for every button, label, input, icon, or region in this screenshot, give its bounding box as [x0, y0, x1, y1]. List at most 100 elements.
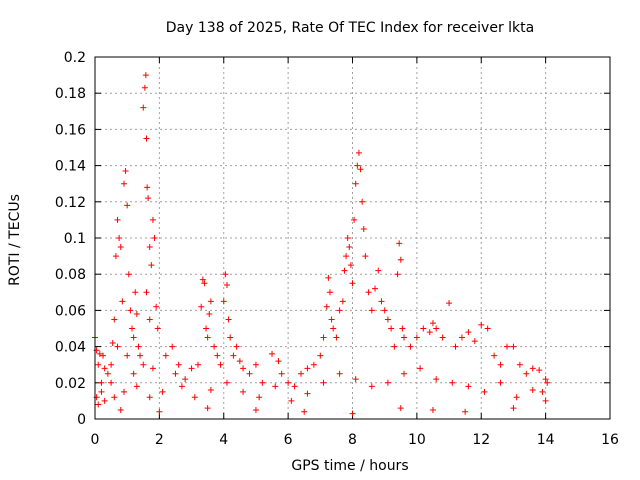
data-point — [372, 285, 379, 292]
data-point — [133, 383, 140, 390]
data-point — [368, 383, 375, 390]
data-point — [195, 361, 201, 368]
x-tick-label: 0 — [91, 432, 100, 448]
data-point — [120, 388, 127, 395]
data-point — [542, 397, 549, 404]
data-point — [130, 334, 137, 341]
data-point — [328, 316, 335, 323]
data-point — [352, 376, 359, 383]
data-point — [98, 379, 105, 386]
data-point — [201, 280, 208, 287]
data-point — [298, 370, 304, 377]
data-point — [354, 162, 361, 169]
data-point — [326, 289, 333, 296]
data-point — [109, 339, 116, 346]
data-point — [288, 397, 295, 404]
data-point — [529, 387, 536, 394]
data-point — [124, 352, 131, 359]
data-point — [225, 316, 232, 323]
data-point — [351, 216, 358, 223]
data-point — [360, 225, 367, 232]
data-point — [96, 350, 103, 357]
data-point — [149, 365, 156, 372]
data-point — [222, 271, 229, 278]
data-point — [95, 361, 102, 368]
data-point — [223, 379, 230, 386]
x-tick-label: 2 — [155, 432, 164, 448]
x-tick-label: 12 — [472, 432, 490, 448]
data-point — [143, 289, 150, 296]
data-point — [397, 405, 404, 412]
data-point — [117, 244, 124, 251]
data-point — [112, 253, 119, 260]
data-point — [116, 235, 123, 241]
data-point — [349, 280, 356, 287]
data-point — [336, 370, 343, 377]
data-point — [240, 388, 247, 395]
data-point — [144, 184, 151, 191]
data-point — [368, 307, 375, 314]
data-point — [330, 325, 337, 332]
data-point — [137, 352, 144, 359]
data-point — [153, 303, 160, 310]
data-point — [352, 180, 359, 187]
data-point — [120, 180, 127, 187]
data-point — [252, 361, 259, 368]
data-point — [504, 343, 510, 350]
data-point — [401, 334, 407, 341]
data-point — [114, 343, 121, 350]
data-point — [301, 408, 308, 415]
data-point — [132, 289, 139, 296]
data-point — [439, 334, 446, 341]
data-point — [491, 352, 498, 359]
data-point — [365, 289, 372, 296]
data-point — [333, 334, 340, 341]
data-point — [420, 325, 427, 332]
data-point — [162, 352, 169, 359]
data-point — [111, 316, 118, 323]
data-point — [510, 343, 517, 350]
data-point — [148, 262, 155, 269]
data-point — [133, 311, 140, 318]
data-point — [278, 370, 285, 377]
data-point — [111, 394, 118, 401]
data-point — [357, 166, 364, 173]
data-point — [146, 244, 153, 251]
data-point — [129, 325, 136, 332]
data-point — [130, 370, 137, 377]
data-point — [396, 240, 403, 247]
data-point — [523, 370, 530, 377]
data-point — [397, 256, 404, 263]
y-tick-label: 0.18 — [55, 86, 86, 102]
data-point — [529, 365, 536, 372]
x-tick-label: 14 — [537, 432, 555, 448]
data-point — [325, 274, 332, 281]
data-point — [159, 388, 166, 395]
data-point — [227, 334, 234, 341]
data-point — [339, 298, 346, 305]
y-tick-label: 0 — [77, 412, 86, 428]
data-point — [169, 343, 176, 350]
data-point — [191, 394, 198, 401]
data-point — [108, 379, 115, 386]
data-point — [127, 307, 134, 314]
data-point — [516, 361, 523, 368]
data-point — [384, 316, 391, 323]
data-point — [156, 408, 163, 415]
data-point — [542, 376, 549, 383]
data-point — [304, 390, 311, 397]
data-point — [399, 325, 406, 332]
data-point — [117, 406, 124, 413]
data-point — [346, 244, 353, 251]
data-point — [143, 135, 150, 142]
data-points — [92, 72, 551, 417]
data-point — [108, 361, 115, 368]
data-point — [124, 202, 131, 209]
data-point — [452, 343, 459, 350]
data-point — [275, 358, 282, 365]
data-point — [323, 303, 330, 310]
data-point — [429, 320, 436, 327]
data-point — [206, 311, 213, 318]
data-point — [426, 329, 433, 336]
